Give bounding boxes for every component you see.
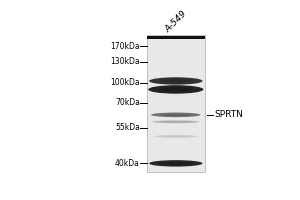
Text: 70kDa: 70kDa: [115, 98, 140, 107]
Ellipse shape: [154, 135, 198, 138]
Ellipse shape: [149, 77, 202, 85]
Ellipse shape: [149, 160, 202, 167]
Ellipse shape: [160, 162, 192, 165]
Ellipse shape: [161, 114, 191, 116]
Text: 55kDa: 55kDa: [115, 123, 140, 132]
Ellipse shape: [162, 121, 190, 122]
Text: A-549: A-549: [163, 9, 188, 34]
Bar: [147, 35, 205, 172]
Text: 40kDa: 40kDa: [115, 159, 140, 168]
Ellipse shape: [159, 87, 192, 92]
Ellipse shape: [148, 85, 203, 94]
Ellipse shape: [153, 120, 199, 123]
Text: 130kDa: 130kDa: [110, 57, 140, 66]
Text: 100kDa: 100kDa: [110, 78, 140, 87]
Bar: [147, 36, 205, 39]
Text: 170kDa: 170kDa: [110, 42, 140, 51]
Ellipse shape: [163, 136, 189, 137]
Ellipse shape: [151, 113, 200, 117]
Ellipse shape: [160, 79, 192, 83]
Text: SPRTN: SPRTN: [214, 110, 243, 119]
